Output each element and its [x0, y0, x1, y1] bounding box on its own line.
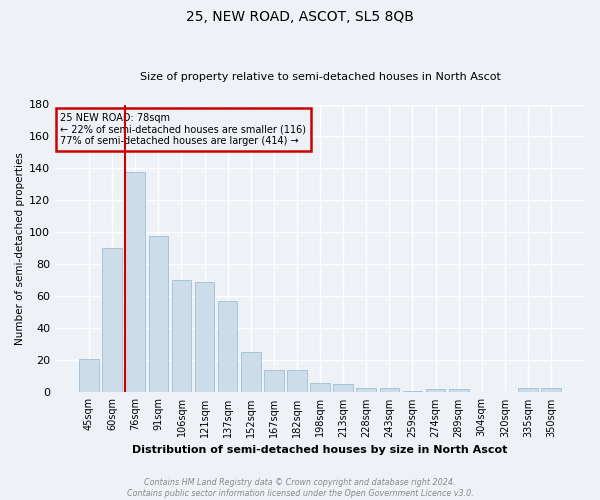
X-axis label: Distribution of semi-detached houses by size in North Ascot: Distribution of semi-detached houses by … — [133, 445, 508, 455]
Bar — [380, 388, 399, 392]
Bar — [449, 389, 469, 392]
Bar — [172, 280, 191, 392]
Bar — [125, 172, 145, 392]
Bar — [541, 388, 561, 392]
Bar — [218, 302, 238, 392]
Text: Contains HM Land Registry data © Crown copyright and database right 2024.
Contai: Contains HM Land Registry data © Crown c… — [127, 478, 473, 498]
Bar — [79, 359, 99, 392]
Bar — [403, 391, 422, 392]
Bar — [149, 236, 168, 392]
Bar — [103, 248, 122, 392]
Bar — [334, 384, 353, 392]
Bar — [287, 370, 307, 392]
Bar — [426, 389, 445, 392]
Y-axis label: Number of semi-detached properties: Number of semi-detached properties — [15, 152, 25, 345]
Text: 25, NEW ROAD, ASCOT, SL5 8QB: 25, NEW ROAD, ASCOT, SL5 8QB — [186, 10, 414, 24]
Bar — [264, 370, 284, 392]
Bar — [310, 383, 330, 392]
Bar — [518, 388, 538, 392]
Bar — [356, 388, 376, 392]
Bar — [241, 352, 260, 393]
Bar — [195, 282, 214, 393]
Text: 25 NEW ROAD: 78sqm
← 22% of semi-detached houses are smaller (116)
77% of semi-d: 25 NEW ROAD: 78sqm ← 22% of semi-detache… — [61, 113, 307, 146]
Title: Size of property relative to semi-detached houses in North Ascot: Size of property relative to semi-detach… — [140, 72, 500, 82]
